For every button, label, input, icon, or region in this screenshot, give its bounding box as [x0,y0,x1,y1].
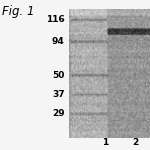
Text: 50: 50 [52,70,64,80]
Text: 94: 94 [52,38,64,46]
Text: 2: 2 [132,138,138,147]
Text: 37: 37 [52,90,64,99]
Text: Fig. 1: Fig. 1 [2,4,34,18]
Text: 29: 29 [52,110,64,118]
Text: 116: 116 [46,15,64,24]
Text: 1: 1 [102,138,108,147]
